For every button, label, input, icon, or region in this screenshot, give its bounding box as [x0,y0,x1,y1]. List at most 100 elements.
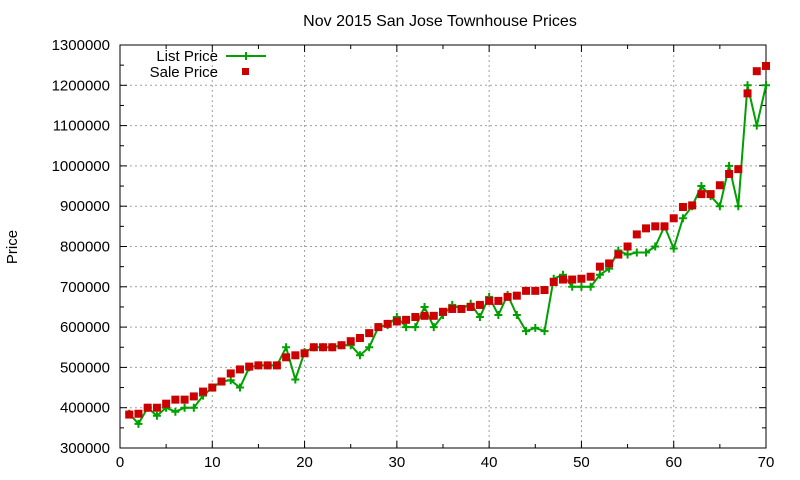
y-tick-label: 300000 [60,440,110,457]
sale-price-point [494,296,503,305]
x-tick-label: 0 [116,454,124,471]
chart-title: Nov 2015 San Jose Townhouse Prices [303,13,577,30]
sale-price-point [522,286,531,295]
sale-price-point [614,250,623,259]
x-tick-label: 70 [758,454,775,471]
sale-price-point [558,275,567,284]
y-tick-label: 1200000 [52,77,110,94]
list-price-point [669,244,678,253]
sale-price-point [605,259,614,268]
legend: List Price Sale Price [150,48,266,81]
legend-marker-sale-price [242,68,249,75]
list-price-point [725,161,734,170]
list-price-point [171,407,180,416]
list-price-point [715,202,724,211]
sale-price-point [503,292,512,301]
tick-labels: 0 10 20 30 40 50 60 70 300000 400000 500000 600000 7… [52,37,775,471]
list-price-point [632,248,641,257]
sale-price-point [235,365,244,374]
list-price-point [586,282,595,291]
y-tick-label: 800000 [60,239,110,256]
sale-price-point [660,222,669,231]
sale-price-point [642,224,651,233]
sale-price-point [309,343,318,352]
sale-price-point [180,395,189,404]
sale-price-point [328,343,337,352]
sale-price-point [586,272,595,281]
sale-price-point [475,300,484,309]
legend-label-list-price: List Price [156,48,218,65]
list-price-point [429,323,438,332]
y-tick-label: 400000 [60,400,110,417]
list-price-point [752,121,761,130]
sale-price-point [688,201,697,210]
sale-price-point [291,351,300,360]
sale-price-point [531,286,540,295]
sale-price-point [143,403,152,412]
x-tick-label: 60 [665,454,682,471]
sale-price-point [485,296,494,305]
sale-price-point [632,230,641,239]
y-tick-label: 1100000 [53,118,110,135]
x-tick-label: 30 [389,454,406,471]
list-price-point [743,81,752,90]
list-price-point [152,411,161,420]
sale-price-point [254,361,263,370]
sale-price-point [697,190,706,199]
sale-price-point [346,337,355,346]
legend-label-sale-price: Sale Price [150,64,218,81]
sale-price-point [466,302,475,311]
series-layer [125,61,770,428]
sale-price-point [162,399,171,408]
sale-price-point [595,262,604,271]
sale-price-point [189,392,198,401]
sale-price-point [199,387,208,396]
sale-price-point [411,313,420,322]
sale-price-point [752,67,761,76]
list-price-point [734,202,743,211]
sale-price-point [457,304,466,313]
sale-price-point [734,165,743,174]
list-price-point [134,419,143,428]
sale-price-point [448,304,457,313]
sale-price-point [171,395,180,404]
list-price-point [577,282,586,291]
sale-price-point [245,362,254,371]
sale-price-point [402,315,411,324]
sale-price-point [725,169,734,178]
list-price-point [475,313,484,322]
list-price-point [282,343,291,352]
sale-price-point [549,277,558,286]
sale-price-point [319,343,328,352]
sale-price-point [568,275,577,284]
list-price-point [189,403,198,412]
x-tick-label: 10 [204,454,221,471]
sale-price-point [540,286,549,295]
sale-price-point [208,383,217,392]
list-price-point [494,311,503,320]
sale-price-point [300,349,309,358]
sale-price-point [439,307,447,316]
x-tick-label: 20 [296,454,313,471]
sale-price-point [272,361,281,370]
list-price-point [762,81,770,90]
sale-price-point [152,403,161,412]
list-price-point [235,383,244,392]
sale-price-point [577,274,586,283]
list-price-point [623,250,632,259]
list-price-point [420,302,429,311]
sale-price-point [217,377,226,386]
list-price-point [512,311,521,320]
y-tick-label: 600000 [60,319,110,336]
sale-price-point [263,361,272,370]
sale-price-point [651,222,660,231]
list-price-point [651,242,660,251]
y-tick-label: 1000000 [52,158,110,175]
sale-price-point [669,214,678,223]
sale-price-point [429,311,438,320]
list-price-point [365,343,374,352]
list-price-point [568,282,577,291]
sale-price-point [706,190,715,199]
